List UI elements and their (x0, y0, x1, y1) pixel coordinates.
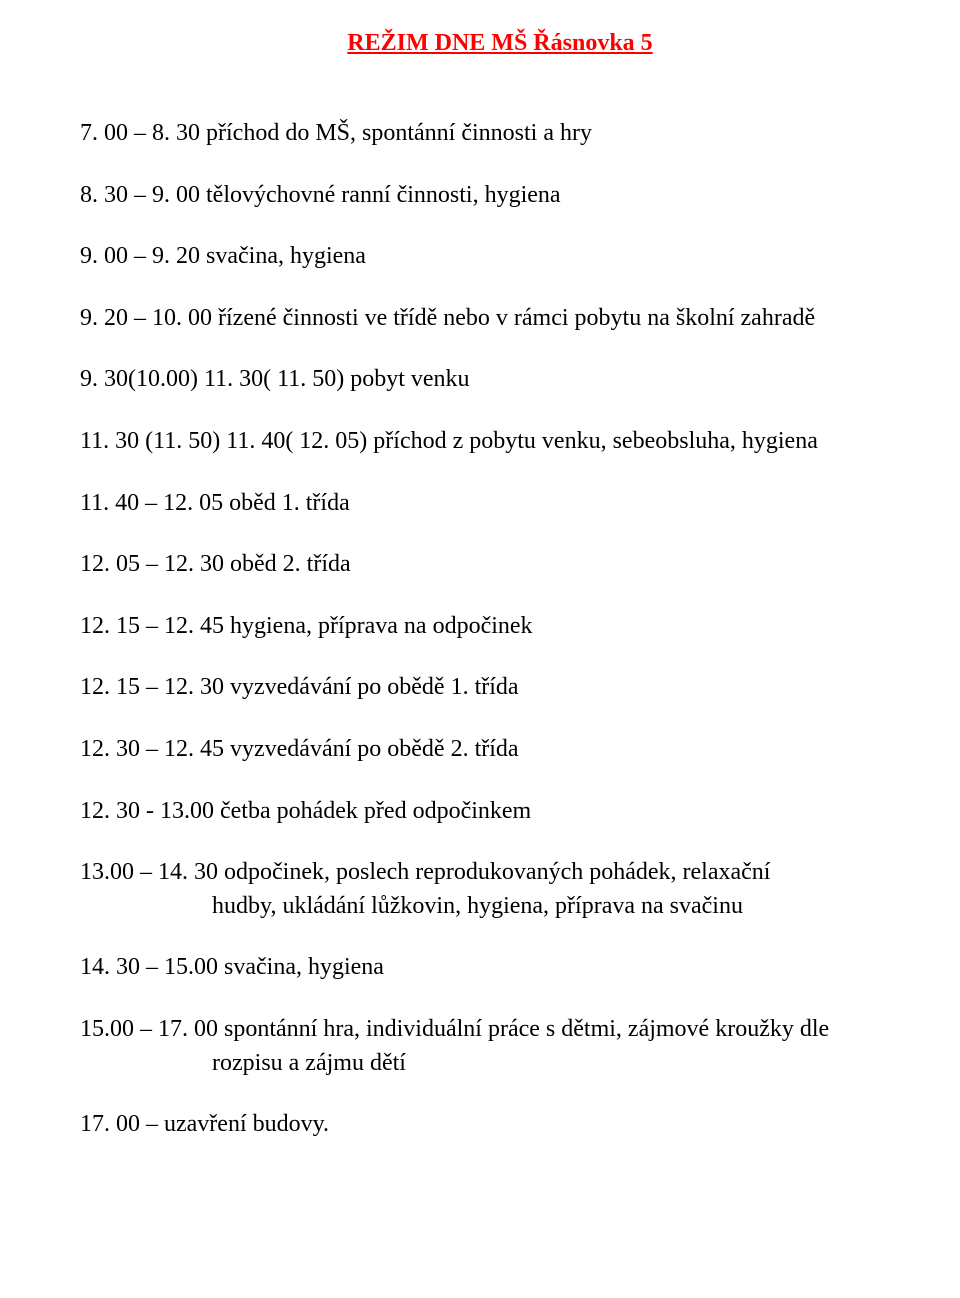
schedule-line-continuation: hudby, ukládání lůžkovin, hygiena, přípr… (80, 890, 920, 924)
schedule-line-continuation: rozpisu a zájmu dětí (80, 1047, 920, 1081)
schedule-line: 11. 30 (11. 50) 11. 40( 12. 05) příchod … (80, 425, 920, 459)
schedule-line: 8. 30 – 9. 00 tělovýchovné ranní činnost… (80, 179, 920, 213)
schedule-line: 13.00 – 14. 30 odpočinek, poslech reprod… (80, 856, 920, 890)
document-title: REŽIM DNE MŠ Řásnovka 5 (80, 30, 920, 57)
schedule-line: 11. 40 – 12. 05 oběd 1. třída (80, 487, 920, 521)
schedule-line: 12. 15 – 12. 30 vyzvedávání po obědě 1. … (80, 671, 920, 705)
schedule-line: 9. 20 – 10. 00 řízené činnosti ve třídě … (80, 302, 920, 336)
schedule-line: 12. 30 - 13.00 četba pohádek před odpoči… (80, 795, 920, 829)
schedule-line: 7. 00 – 8. 30 příchod do MŠ, spontánní č… (80, 117, 920, 151)
schedule-line: 9. 30(10.00) 11. 30( 11. 50) pobyt venku (80, 363, 920, 397)
schedule-line: 12. 05 – 12. 30 oběd 2. třída (80, 548, 920, 582)
schedule-line: 9. 00 – 9. 20 svačina, hygiena (80, 240, 920, 274)
schedule-line: 17. 00 – uzavření budovy. (80, 1108, 920, 1142)
schedule-line: 12. 30 – 12. 45 vyzvedávání po obědě 2. … (80, 733, 920, 767)
schedule-line: 12. 15 – 12. 45 hygiena, příprava na odp… (80, 610, 920, 644)
schedule-line: 14. 30 – 15.00 svačina, hygiena (80, 951, 920, 985)
schedule-line: 15.00 – 17. 00 spontánní hra, individuál… (80, 1013, 920, 1047)
